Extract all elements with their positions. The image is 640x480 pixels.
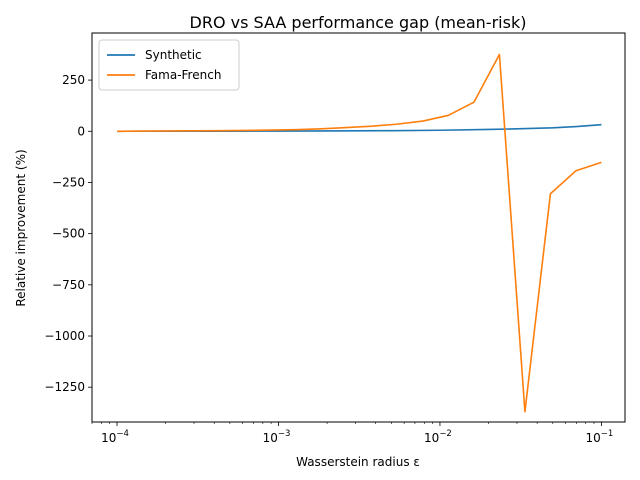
chart-title: DRO vs SAA performance gap (mean-risk) (190, 13, 527, 32)
plot-frame (91, 32, 626, 423)
series-line-fama-french (117, 53, 602, 413)
y-tick-label: −250 (52, 175, 85, 189)
x-tick-label: 10−3 (263, 429, 291, 445)
ticks-layer: 250 0 −250 −500 −750 −1000 −1250 10−4 10−3 10−2 10… (44, 73, 613, 445)
y-axis-label: Relative improvement (%) (14, 149, 28, 306)
y-tick-label: −500 (52, 227, 85, 241)
legend-label-synthetic: Synthetic (145, 48, 202, 62)
y-tick-label: −1000 (44, 329, 85, 343)
y-tick-label: −1250 (44, 380, 85, 394)
legend-box (98, 39, 240, 91)
x-tick-label: 10−2 (424, 429, 452, 445)
legend: Synthetic Fama-French (98, 39, 240, 91)
legend-label-fama-french: Fama-French (145, 68, 221, 82)
x-axis-label: Wasserstein radius ε (296, 455, 420, 469)
x-tick-label: 10−1 (585, 429, 613, 445)
x-tick-label: 10−4 (101, 429, 129, 445)
series-layer (117, 53, 602, 413)
y-tick-label: 250 (62, 73, 85, 87)
y-tick-label: −750 (52, 278, 85, 292)
y-tick-label: 0 (77, 124, 85, 138)
